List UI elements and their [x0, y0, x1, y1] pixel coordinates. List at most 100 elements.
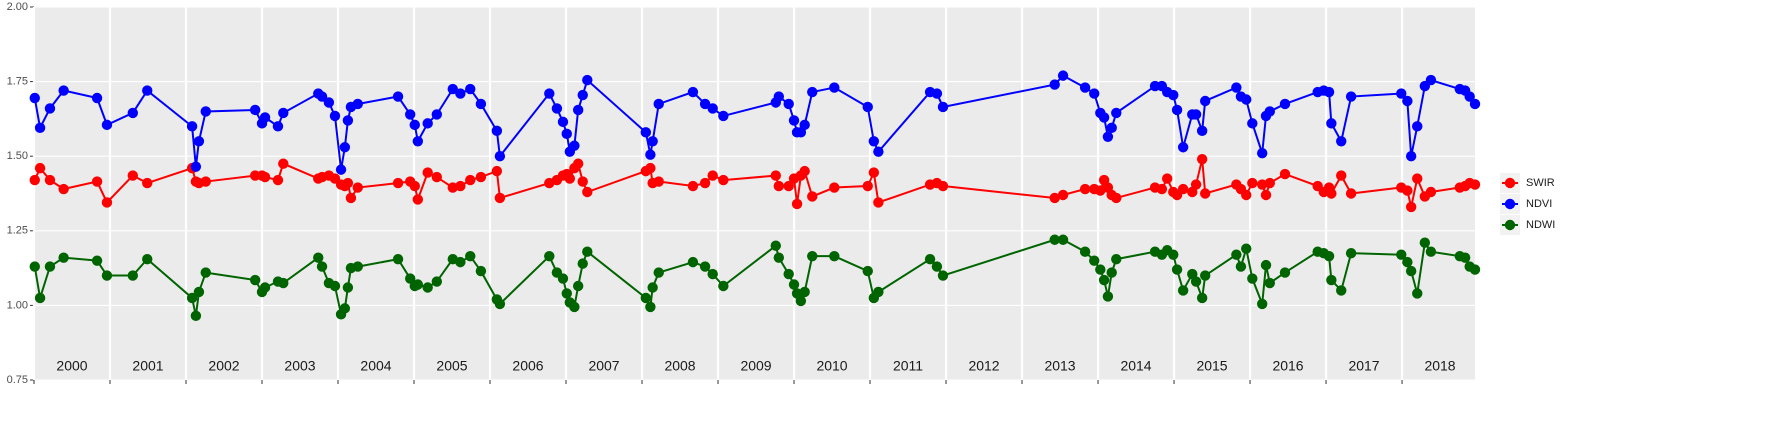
point — [342, 282, 354, 293]
point — [278, 158, 289, 169]
point — [783, 98, 794, 110]
year-label: 2013 — [1044, 358, 1075, 374]
point — [1111, 192, 1122, 204]
point — [190, 161, 202, 172]
point — [807, 250, 818, 262]
year-label: 2015 — [1196, 358, 1227, 374]
point — [557, 116, 569, 128]
point — [1425, 74, 1437, 86]
point — [1326, 118, 1337, 129]
point — [770, 240, 781, 251]
point — [931, 261, 943, 272]
point — [316, 91, 328, 102]
point — [569, 140, 580, 151]
point — [1196, 292, 1208, 304]
year-label: 2005 — [436, 358, 467, 374]
point — [1196, 153, 1208, 165]
point — [491, 125, 503, 137]
point — [34, 122, 46, 134]
point — [1168, 89, 1179, 101]
point — [931, 88, 943, 99]
point — [1469, 179, 1481, 190]
panel — [34, 7, 1475, 380]
year-label: 2007 — [588, 358, 619, 374]
point — [937, 270, 949, 281]
point — [1345, 188, 1357, 199]
point — [873, 286, 884, 298]
point — [1089, 88, 1100, 99]
point — [494, 298, 506, 310]
point — [1199, 270, 1211, 281]
point — [34, 292, 46, 304]
point — [475, 171, 487, 183]
point — [412, 279, 424, 290]
point — [1199, 95, 1211, 107]
year-label: 2000 — [56, 358, 87, 374]
point — [409, 119, 420, 131]
point — [352, 261, 363, 272]
point — [259, 282, 271, 293]
point — [572, 280, 584, 292]
point — [795, 295, 807, 307]
point — [718, 280, 729, 292]
point — [557, 273, 569, 284]
point — [773, 180, 785, 192]
point — [1190, 179, 1202, 190]
point — [647, 282, 658, 293]
point — [645, 149, 656, 160]
point — [582, 246, 593, 257]
y-tick-label: 2.00 — [7, 1, 28, 13]
point — [44, 103, 56, 114]
point — [1264, 277, 1275, 289]
point — [405, 273, 416, 284]
point — [577, 89, 588, 101]
point — [200, 267, 211, 278]
point — [455, 256, 466, 268]
point — [1396, 249, 1407, 260]
point — [1469, 264, 1481, 275]
point — [1405, 151, 1417, 162]
point — [1425, 246, 1437, 257]
point — [431, 171, 443, 183]
point — [937, 180, 949, 192]
point — [249, 274, 261, 286]
point — [44, 261, 56, 272]
point — [783, 268, 794, 280]
point — [544, 250, 555, 262]
point — [582, 74, 593, 86]
point — [1247, 177, 1258, 189]
point — [392, 177, 404, 189]
point — [799, 165, 810, 177]
point — [1402, 185, 1413, 196]
point — [640, 292, 652, 304]
point — [924, 253, 936, 265]
point — [342, 177, 354, 189]
point — [127, 170, 139, 181]
legend-point — [1504, 219, 1516, 231]
point — [1345, 91, 1357, 102]
point — [345, 192, 357, 204]
point — [1405, 201, 1417, 213]
point — [465, 250, 476, 262]
point — [1168, 249, 1179, 260]
point — [687, 256, 699, 268]
point — [405, 109, 416, 120]
point — [142, 85, 153, 96]
year-label: 2010 — [816, 358, 847, 374]
point — [1177, 183, 1189, 195]
legend-label: SWIR — [1526, 177, 1555, 189]
point — [1323, 86, 1335, 98]
point — [1057, 234, 1069, 245]
point — [101, 197, 113, 208]
year-label: 2001 — [132, 358, 163, 374]
point — [272, 121, 284, 132]
point — [186, 292, 198, 304]
year-label: 2011 — [893, 358, 923, 374]
point — [707, 103, 718, 114]
point — [101, 119, 113, 131]
point — [1057, 189, 1069, 201]
point — [799, 119, 810, 131]
point — [58, 252, 69, 263]
point — [718, 110, 729, 122]
